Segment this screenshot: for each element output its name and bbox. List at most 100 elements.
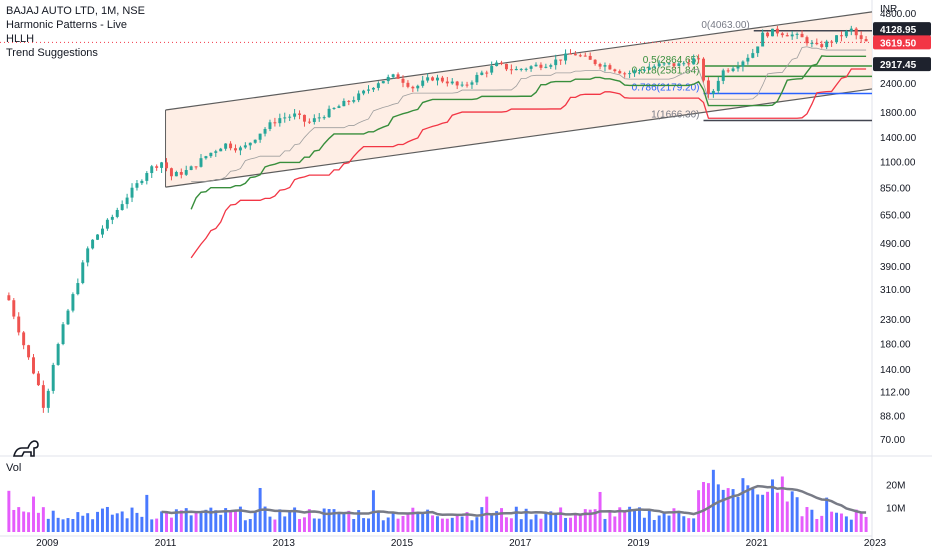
volume-bar (56, 517, 60, 532)
volume-bar (332, 509, 336, 532)
volume-bar (160, 511, 164, 532)
candle-body (411, 86, 415, 89)
volume-bar (702, 482, 705, 532)
candle-body (342, 100, 346, 107)
candle-body (209, 152, 213, 157)
volume-bar (96, 511, 100, 532)
candle-body (642, 69, 646, 71)
price-tick-label: 70.00 (880, 435, 905, 446)
volume-bar (391, 511, 395, 532)
volume-bar (692, 518, 696, 532)
candle-body (564, 53, 568, 61)
volume-bar (564, 517, 568, 532)
candle-body (381, 81, 385, 84)
volume-bar (411, 507, 415, 532)
volume-bar (421, 513, 425, 532)
candle-body (805, 37, 809, 44)
candle-body (859, 35, 863, 40)
candle-body (431, 77, 435, 81)
indicator-trend[interactable]: Trend Suggestions (6, 47, 98, 59)
volume-bar (672, 508, 676, 532)
volume-bar (849, 519, 853, 532)
candle-body (327, 108, 331, 118)
candle-body (110, 216, 114, 220)
fib-level-label: 0(4063.00) (701, 20, 749, 31)
candle-body (623, 73, 627, 75)
candle-body (51, 364, 55, 391)
candle-body (731, 68, 735, 71)
candle-body (839, 35, 843, 37)
candle-body (598, 64, 602, 67)
candle-body (17, 316, 21, 333)
volume-bar (578, 514, 582, 532)
candle-body (682, 63, 686, 65)
volume-bar (549, 511, 553, 532)
volume-bar (593, 509, 597, 532)
candle-body (559, 59, 563, 61)
candle-body (583, 55, 587, 57)
indicator-harmonic[interactable]: Harmonic Patterns - Live (6, 19, 128, 31)
candle-body (155, 166, 159, 168)
price-tick-label: 850.00 (880, 183, 911, 194)
candle-body (677, 63, 681, 67)
volume-bar (618, 507, 622, 532)
volume-bar (214, 510, 218, 532)
volume-bar (633, 510, 637, 532)
candle-body (283, 117, 287, 119)
volume-bar (307, 509, 311, 532)
volume-bar (465, 512, 469, 532)
volume-bar (470, 520, 474, 532)
volume-bar (22, 511, 26, 532)
volume-bar (642, 517, 646, 532)
volume-bar (194, 511, 198, 532)
price-tick-label: 4800.00 (880, 9, 917, 20)
candle-body (514, 68, 518, 71)
candle-body (416, 85, 420, 89)
candle-body (22, 332, 26, 346)
volume-bar (278, 509, 282, 532)
candle-body (485, 72, 489, 74)
price-tick-label: 1100.00 (880, 157, 916, 168)
candle-body (248, 142, 252, 146)
candle-body (317, 117, 321, 119)
candle-body (268, 122, 272, 129)
volume-tick-label: 20M (886, 480, 905, 491)
candle-body (721, 70, 725, 81)
candle-body (795, 33, 799, 35)
volume-bar (322, 508, 326, 532)
candle-body (647, 67, 651, 70)
candle-body (401, 78, 405, 83)
candle-body (835, 35, 839, 43)
volume-bar (509, 518, 513, 532)
price-tick-label: 180.00 (880, 340, 911, 351)
indicator-hllh[interactable]: HLLH (6, 33, 35, 45)
candle-body (667, 63, 671, 65)
candle-body (539, 64, 543, 68)
volume-bar (298, 518, 302, 532)
candle-body (662, 63, 666, 65)
time-tick-label: 2021 (746, 538, 769, 549)
candle-body (633, 70, 637, 74)
volume-bar (362, 518, 366, 532)
candle-body (495, 62, 499, 67)
volume-bar (815, 518, 819, 532)
volume-bar (647, 509, 651, 532)
volume-bar (519, 519, 523, 532)
volume-label[interactable]: Vol (6, 462, 22, 474)
candle-body (169, 168, 173, 177)
candle-body (376, 83, 380, 88)
volume-bar (785, 501, 789, 532)
volume-bar (460, 516, 464, 532)
candle-body (36, 373, 40, 386)
volume-bar (209, 507, 213, 532)
volume-bar (150, 519, 154, 532)
volume-bar (169, 517, 173, 532)
candle-body (258, 133, 262, 140)
price-tick-label: 88.00 (880, 412, 905, 423)
volume-bar (253, 511, 257, 532)
candle-body (613, 69, 617, 72)
candle-body (470, 82, 474, 85)
candle-body (140, 180, 144, 184)
symbol-title[interactable]: BAJAJ AUTO LTD, 1M, NSE (6, 5, 145, 17)
